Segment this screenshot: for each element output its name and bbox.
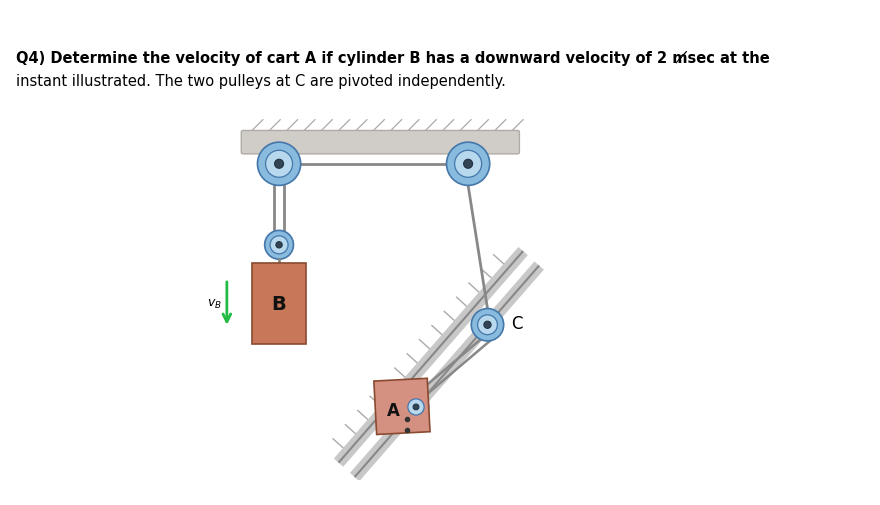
- FancyBboxPatch shape: [241, 131, 519, 155]
- Circle shape: [455, 151, 481, 178]
- Circle shape: [258, 143, 301, 186]
- Polygon shape: [374, 379, 430, 435]
- Text: $v_B$: $v_B$: [207, 297, 222, 310]
- Circle shape: [472, 309, 503, 341]
- Circle shape: [276, 242, 282, 248]
- Circle shape: [403, 394, 429, 420]
- Text: Q4) Determine the velocity of cart A if cylinder B has a downward velocity of 2 : Q4) Determine the velocity of cart A if …: [16, 50, 770, 66]
- Text: C: C: [511, 314, 523, 332]
- Circle shape: [408, 399, 424, 415]
- Circle shape: [464, 160, 473, 169]
- Circle shape: [265, 231, 293, 260]
- Circle shape: [484, 322, 491, 329]
- Circle shape: [446, 143, 489, 186]
- Text: instant illustrated. The two pulleys at C are pivoted independently.: instant illustrated. The two pulleys at …: [16, 74, 506, 89]
- FancyBboxPatch shape: [252, 263, 306, 344]
- Circle shape: [275, 160, 283, 169]
- Text: A: A: [386, 401, 400, 419]
- Text: B: B: [272, 294, 287, 313]
- Circle shape: [266, 151, 292, 178]
- Circle shape: [413, 404, 419, 410]
- Circle shape: [270, 236, 288, 255]
- Circle shape: [478, 315, 497, 335]
